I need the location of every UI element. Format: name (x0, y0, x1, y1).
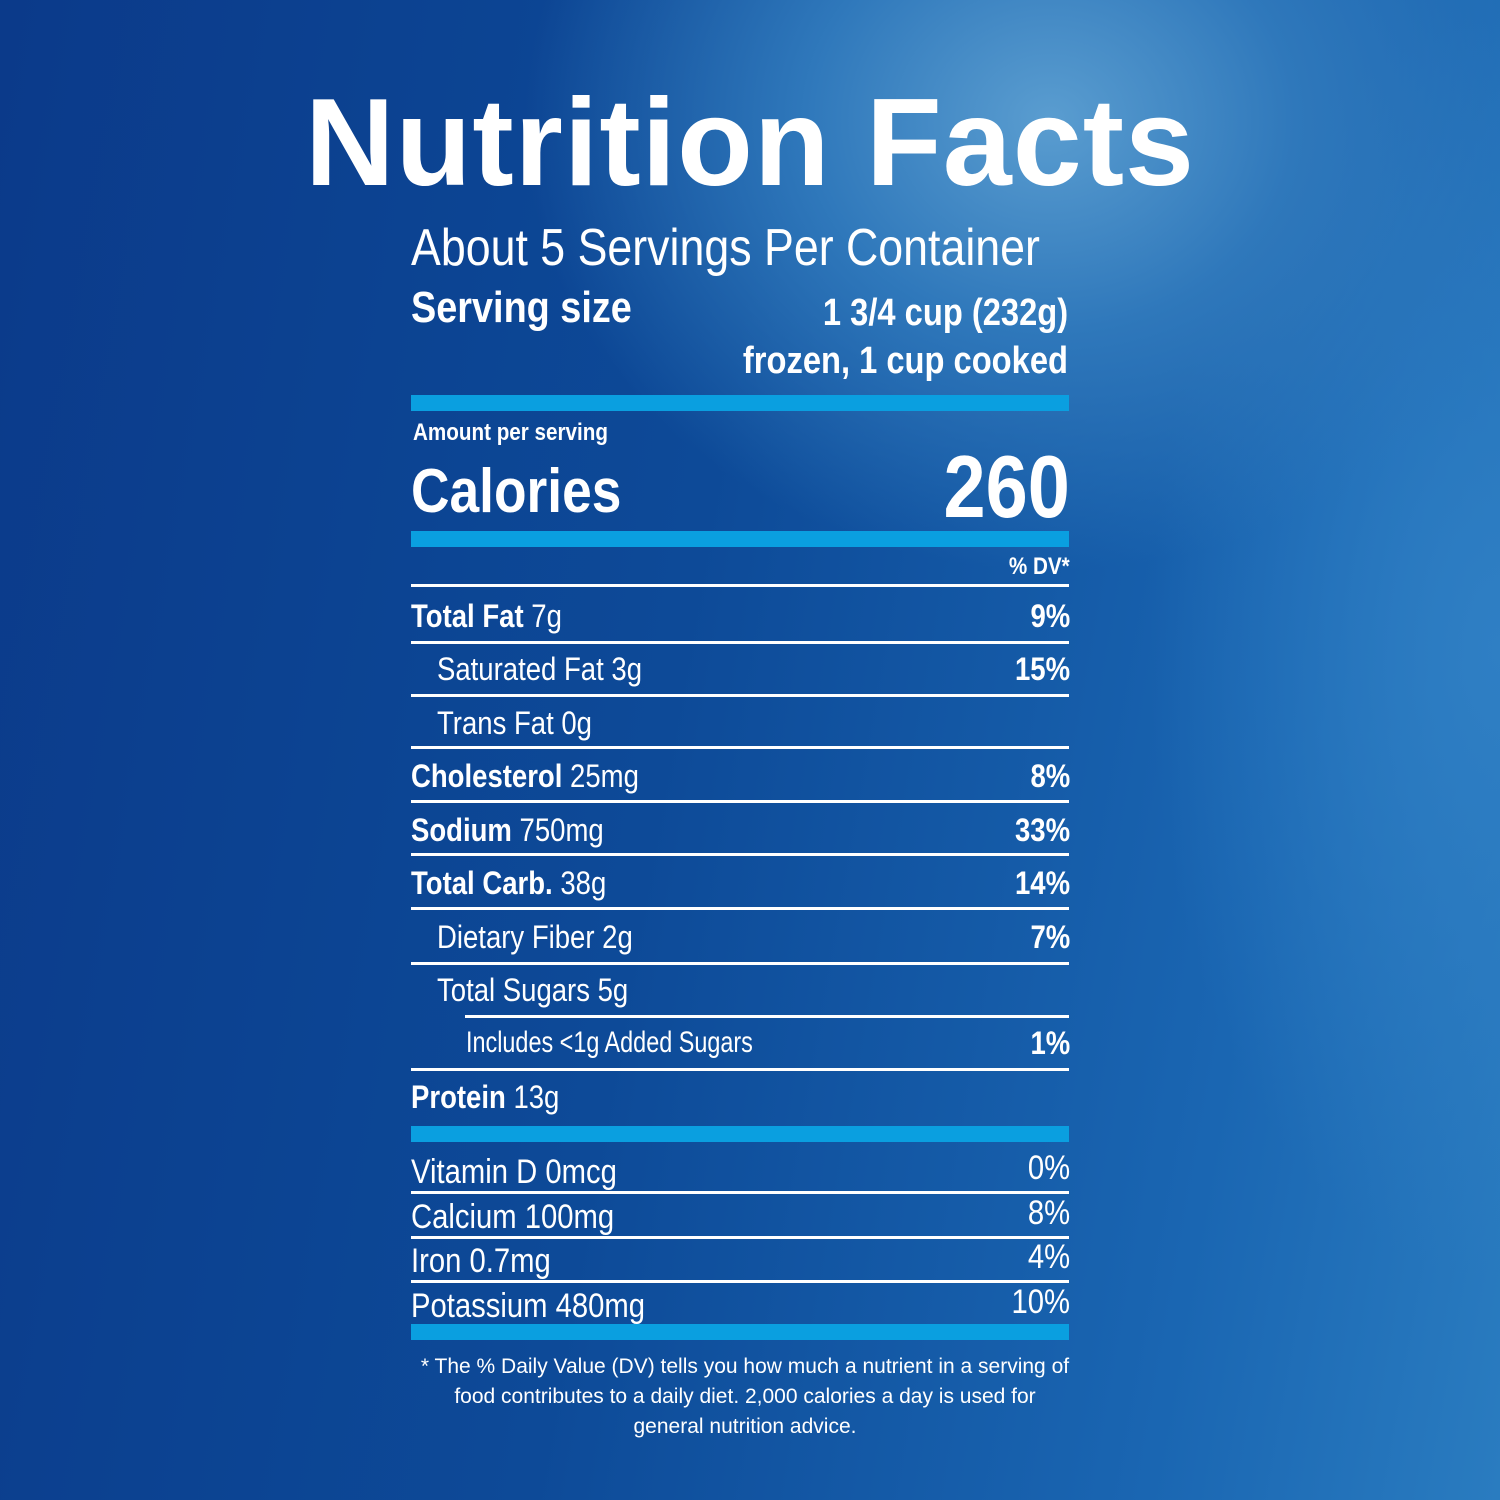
nutrient-amount: 25mg (570, 758, 639, 794)
nutrient-dv: 7% (1030, 919, 1070, 955)
nutrient-name: Protein (411, 1079, 506, 1115)
divider-line (411, 1236, 1069, 1239)
micronutrient-name: Iron 0.7mg (411, 1242, 551, 1280)
micronutrient-dv: 0% (1027, 1149, 1070, 1187)
nutrient-name: Saturated Fat 3g (437, 651, 643, 687)
micronutrient-dv: 8% (1027, 1194, 1070, 1232)
micronutrient-name: Potassium 480mg (411, 1287, 646, 1325)
nutrient-row: Sodium 750mg 33% (411, 810, 1070, 850)
micronutrient-name: Calcium 100mg (411, 1198, 615, 1236)
divider-line (411, 641, 1069, 644)
micronutrient-row: Iron 0.7mg 4% (411, 1238, 1070, 1281)
divider-line (465, 1015, 1069, 1018)
nutrient-name: Cholesterol (411, 758, 563, 794)
nutrient-name: Includes <1g Added Sugars (466, 1026, 753, 1059)
nutrient-amount: 750mg (519, 812, 604, 848)
divider-line (411, 1280, 1069, 1283)
calories-value: 260 (943, 437, 1070, 536)
nutrient-dv: 9% (1030, 598, 1070, 634)
nutrient-row: Total Carb. 38g 14% (411, 863, 1070, 903)
nutrient-row: Saturated Fat 3g 15% (411, 649, 1070, 689)
nutrient-dv: 1% (1030, 1025, 1070, 1061)
micronutrient-row: Calcium 100mg 8% (411, 1194, 1070, 1237)
nutrient-amount: 13g (513, 1079, 560, 1115)
serving-size-value: 1 3/4 cup (232g) (822, 292, 1068, 334)
nutrient-name: Sodium (411, 812, 512, 848)
divider-line (411, 746, 1069, 749)
nutrient-dv: 15% (1014, 651, 1070, 687)
micronutrient-row: Potassium 480mg 10% (411, 1283, 1070, 1326)
divider-line (411, 800, 1069, 803)
divider-line (411, 694, 1069, 697)
nutrient-name: Total Sugars 5g (437, 972, 629, 1008)
servings-per-container: About 5 Servings Per Container (411, 219, 1040, 277)
nutrient-name: Total Fat (411, 598, 524, 634)
micronutrient-dv: 4% (1027, 1238, 1070, 1276)
serving-size-label: Serving size (411, 283, 632, 332)
nutrient-dv: 8% (1030, 758, 1070, 794)
divider-line (411, 853, 1069, 856)
nutrient-row: Cholesterol 25mg 8% (411, 756, 1070, 796)
micronutrient-name: Vitamin D 0mcg (411, 1153, 617, 1191)
page-title: Nutrition Facts (305, 74, 1195, 212)
amount-per-serving: Amount per serving (413, 419, 608, 446)
nutrient-name: Trans Fat 0g (437, 705, 592, 741)
nutrient-dv: 33% (1014, 812, 1070, 848)
nutrient-row: Protein 13g (411, 1077, 1070, 1117)
divider-bar (411, 1324, 1069, 1340)
divider-line (411, 1068, 1069, 1071)
footnote: * The % Daily Value (DV) tells you how m… (420, 1355, 1070, 1438)
serving-size-value-2: frozen, 1 cup cooked (742, 340, 1068, 382)
micronutrient-dv: 10% (1011, 1283, 1070, 1321)
nutrient-name: Dietary Fiber 2g (437, 919, 633, 955)
nutrient-row: Trans Fat 0g (411, 703, 1070, 743)
nutrient-amount: 38g (560, 865, 607, 901)
nutrient-row: Includes <1g Added Sugars 1% (411, 1023, 1070, 1063)
divider-line (411, 584, 1069, 587)
nutrient-row: Total Fat 7g 9% (411, 596, 1070, 636)
divider-line (411, 907, 1069, 910)
dv-header: % DV* (1009, 553, 1070, 580)
divider-bar (411, 395, 1069, 411)
calories-label: Calories (411, 457, 622, 526)
nutrient-row: Dietary Fiber 2g 7% (411, 917, 1070, 957)
micronutrient-row: Vitamin D 0mcg 0% (411, 1149, 1070, 1192)
divider-line (411, 962, 1069, 965)
nutrient-name: Total Carb. (411, 865, 553, 901)
divider-line (411, 1191, 1069, 1194)
divider-bar (411, 1126, 1069, 1142)
nutrient-amount: 7g (531, 598, 562, 634)
nutrient-dv: 14% (1014, 865, 1070, 901)
divider-bar (411, 531, 1069, 547)
nutrient-row: Total Sugars 5g (411, 970, 1070, 1010)
